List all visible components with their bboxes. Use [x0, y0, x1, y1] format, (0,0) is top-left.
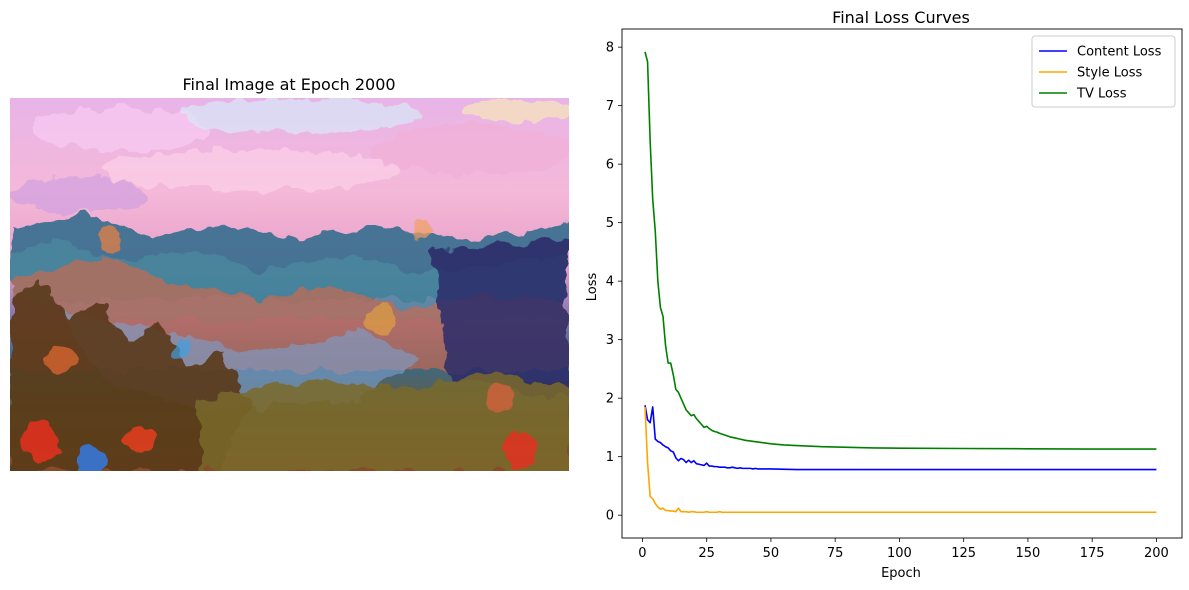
- y-axis-ticks: 0 1 2 3 4 5 6 7 8: [606, 41, 622, 524]
- y-tick-label: 8: [606, 41, 614, 56]
- x-axis-ticks: 0 25 50 75 100 125 150 175 200: [638, 538, 1169, 561]
- x-tick-label: 200: [1144, 546, 1169, 561]
- series-line-style-loss: [644, 406, 1157, 514]
- x-tick-label: 50: [763, 546, 780, 561]
- series-line-content-loss: [644, 405, 1157, 471]
- x-tick-label: 75: [827, 546, 844, 561]
- chart-title: Final Loss Curves: [832, 8, 970, 27]
- x-tick-label: 175: [1080, 546, 1105, 561]
- y-tick-label: 6: [606, 158, 614, 173]
- y-tick-label: 5: [606, 216, 614, 231]
- stylized-image: [10, 98, 569, 471]
- left-panel: Final Image at Epoch 2000: [10, 75, 569, 471]
- legend-entry: Content Loss: [1077, 45, 1162, 60]
- image-title: Final Image at Epoch 2000: [182, 75, 395, 94]
- y-tick-label: 2: [606, 392, 614, 407]
- x-tick-label: 25: [698, 546, 715, 561]
- legend: Content Loss Style Loss TV Loss: [1031, 35, 1176, 108]
- plot-frame: [621, 28, 1183, 539]
- y-tick-label: 7: [606, 99, 614, 114]
- series-lines: [644, 51, 1157, 514]
- y-tick-label: 0: [606, 509, 614, 524]
- y-axis-label: Loss: [585, 273, 600, 302]
- legend-entry: Style Loss: [1077, 66, 1143, 81]
- x-axis-label: Epoch: [881, 566, 921, 581]
- x-tick-label: 100: [887, 546, 912, 561]
- series-line-tv-loss: [644, 51, 1157, 450]
- y-tick-label: 1: [606, 450, 614, 465]
- legend-entry: TV Loss: [1076, 87, 1127, 102]
- y-tick-label: 4: [606, 275, 614, 290]
- x-tick-label: 125: [951, 546, 976, 561]
- y-tick-label: 3: [606, 333, 614, 348]
- legend-box: [1031, 35, 1176, 108]
- x-tick-label: 0: [638, 546, 646, 561]
- right-panel: Final Loss Curves 0 25 50 75 100 125 150 175 200…: [585, 8, 1183, 581]
- x-tick-label: 150: [1016, 546, 1041, 561]
